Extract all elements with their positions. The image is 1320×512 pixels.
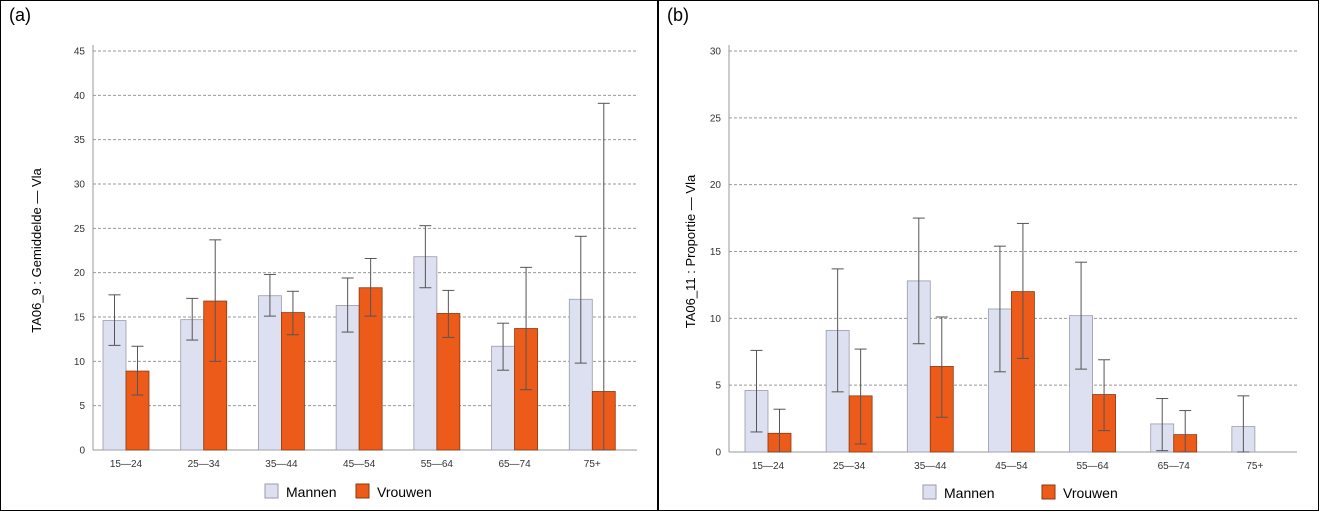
p0-y-axis-label: TA06_9 : Gemiddelde — Vla [29,167,44,332]
p1-x-tick-label: 35—44 [914,461,947,472]
p0-y-tick-label: 0 [79,446,85,457]
p0-legend-swatch-mannen [264,483,279,499]
chart-b: 0 5 10 15 20 25 30 TA06_11 : Proportie — Vla 15—… [683,45,1297,501]
p0-y-tick-label: 5 [79,401,85,412]
p0-x-tick-label: 45—54 [343,459,376,470]
p1-legend-label-vrouwen: Vrouwen [1063,485,1118,501]
p0-bar-mannen [258,295,282,451]
p1-legend-swatch-mannen [922,484,937,500]
p1-x-tick-label: 55—64 [1076,461,1109,472]
panel-b-label: (b) [667,5,689,25]
p0-x-tick-label: 15—24 [110,459,143,470]
panel-a-label: (a) [9,5,31,25]
p1-y-tick-label: 25 [710,113,722,124]
p1-legend-swatch-vrouwen [1041,484,1056,500]
p1-x-tick-label: 45—54 [995,461,1028,472]
p0-legend-swatch-vrouwen [355,483,370,499]
p1-y-tick-label: 5 [715,381,721,392]
panel-a: (a) 0 5 10 15 20 25 30 35 40 45 TA06_9 : Gemiddeld… [0,0,658,511]
p0-x-tick-label: 35—44 [265,459,298,470]
p1-y-tick-label: 0 [715,448,721,459]
p1-x-tick-label: 25—34 [833,461,866,472]
p1-x-tick-label: 75+ [1246,461,1263,472]
p0-y-tick-label: 45 [74,47,86,58]
p0-legend-label-vrouwen: Vrouwen [377,484,432,500]
p0-x-tick-label: 75+ [584,459,601,470]
p0-legend-label-mannen: Mannen [286,484,337,500]
p0-y-tick-label: 25 [74,224,86,235]
p1-y-tick-label: 10 [710,314,722,325]
p0-x-tick-label: 55—64 [421,459,454,470]
p1-x-tick-label: 15—24 [752,461,785,472]
panel-b: (b) 0 5 10 15 20 25 30 TA06_11 : Proportie — Vl… [658,0,1319,511]
p0-y-tick-label: 30 [74,180,86,191]
p0-y-tick-label: 15 [74,313,86,324]
p0-y-tick-label: 40 [74,91,86,102]
p0-y-tick-label: 10 [74,357,86,368]
p0-x-tick-label: 65—74 [498,459,531,470]
p1-y-axis-label: TA06_11 : Proportie — Vla [683,174,698,328]
p0-y-tick-label: 35 [74,135,86,146]
p0-y-tick-label: 20 [74,268,86,279]
p1-y-tick-label: 30 [710,47,722,58]
chart-a: 0 5 10 15 20 25 30 35 40 45 TA06_9 : Gemiddelde — … [29,45,637,500]
p1-legend-label-mannen: Mannen [944,485,995,501]
p0-x-tick-label: 25—34 [188,459,221,470]
p1-y-tick-label: 20 [710,180,722,191]
p1-x-tick-label: 65—74 [1158,461,1191,472]
p1-y-tick-label: 15 [710,247,722,258]
